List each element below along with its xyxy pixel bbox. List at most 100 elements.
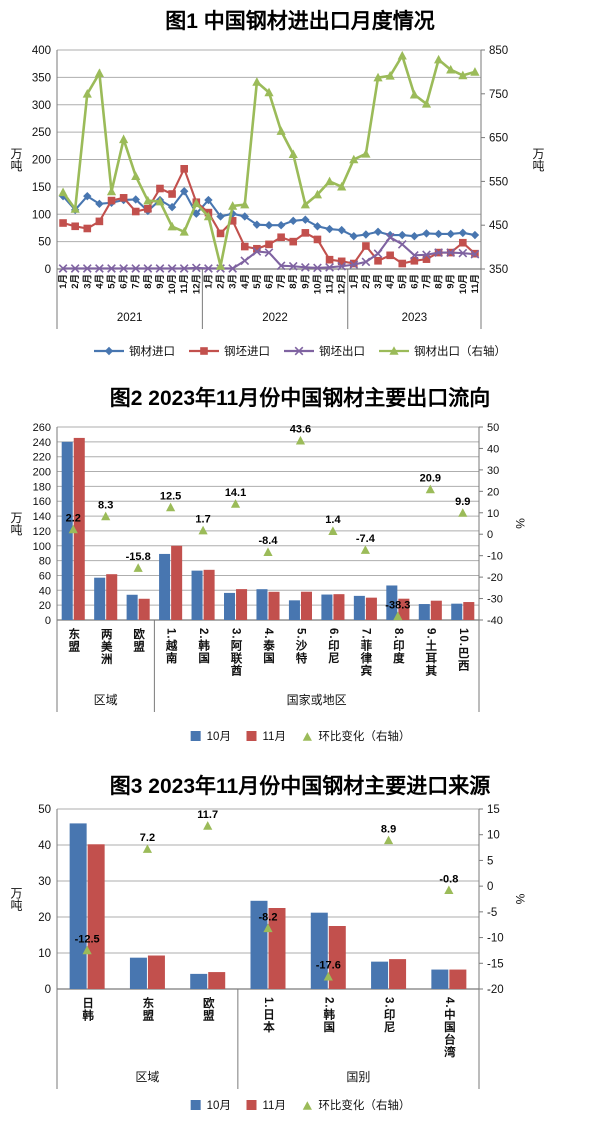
x-axis-tick-label: 7月 — [131, 274, 142, 289]
bar — [138, 599, 150, 621]
marker-triangle-icon — [361, 149, 371, 158]
y-axis-tick-right: 750 — [489, 89, 508, 101]
marker-diamond-icon — [373, 227, 383, 237]
marker-x-icon — [143, 264, 153, 273]
marker-square-icon — [83, 224, 92, 233]
data-label: 14.1 — [225, 487, 246, 499]
marker-square-icon — [398, 259, 407, 268]
data-label: -0.8 — [439, 874, 458, 886]
data-label: 1.7 — [195, 514, 210, 526]
legend-swatch — [246, 731, 257, 742]
marker-triangle-icon — [458, 508, 468, 518]
marker-diamond-icon — [422, 229, 431, 238]
bar — [321, 594, 333, 621]
left-axis-title: 万吨 — [9, 887, 23, 911]
data-label: -8.4 — [259, 536, 279, 548]
marker-triangle-icon — [230, 499, 241, 509]
figure-2-title: 图2 2023年11月份中国钢材主要出口流向 — [109, 387, 491, 411]
marker-x-icon — [294, 346, 304, 356]
y-axis-tick-right: 5 — [487, 856, 493, 868]
data-label: -12.5 — [75, 934, 100, 946]
marker-triangle-icon — [263, 547, 273, 557]
data-label: -8.2 — [259, 912, 278, 924]
legend-label: 钢材进口 — [129, 344, 175, 358]
y-axis-tick-left: 300 — [32, 100, 51, 112]
y-axis-tick-left: 140 — [33, 511, 51, 523]
legend-item: 环比变化（右轴） — [302, 729, 410, 743]
y-axis-tick-left: 180 — [33, 482, 51, 494]
y-axis-tick-right: -10 — [487, 933, 504, 945]
series-line — [62, 166, 476, 265]
data-label: 8.9 — [381, 824, 396, 836]
marker-x-icon — [434, 248, 443, 258]
marker-diamond-icon — [349, 232, 358, 241]
left-axis-title: 万吨 — [9, 512, 23, 536]
x-category-label: 8.印度 — [392, 628, 405, 665]
marker-square-icon — [362, 242, 370, 250]
marker-triangle-icon — [337, 181, 347, 191]
legend-item: 11月 — [246, 731, 286, 743]
marker-x-icon — [95, 264, 104, 273]
marker-square-icon — [386, 251, 394, 260]
y-axis-tick-right: -20 — [487, 984, 504, 996]
marker-triangle-icon — [324, 176, 335, 186]
marker-triangle-icon — [263, 923, 273, 933]
marker-square-icon — [240, 242, 249, 251]
marker-x-icon — [58, 264, 68, 273]
y-axis-tick-right: 550 — [489, 177, 508, 189]
marker-triangle-icon — [142, 844, 153, 854]
x-axis-tick-label: 8月 — [143, 274, 154, 289]
marker-x-icon — [410, 251, 419, 260]
marker-diamond-icon — [180, 187, 189, 196]
y-axis-tick-left: 100 — [33, 541, 51, 553]
x-axis-tick-label: 2月 — [70, 274, 81, 289]
marker-x-icon — [397, 240, 407, 249]
y-axis-tick-left: 0 — [45, 984, 51, 996]
marker-square-icon — [228, 217, 237, 225]
marker-square-icon — [410, 257, 419, 265]
figure-3-title: 图3 2023年11月份中国钢材主要进口来源 — [109, 775, 491, 799]
marker-triangle-icon — [143, 196, 153, 205]
legend-label: 10月 — [207, 1100, 231, 1112]
x-category-label: 1.日本 — [262, 997, 275, 1034]
marker-square-icon — [374, 257, 382, 265]
legend-label: 11月 — [263, 731, 286, 743]
x-category-label: 两美洲 — [100, 628, 113, 666]
y-axis-tick-right: 450 — [489, 220, 508, 232]
y-axis-tick-right: 40 — [487, 444, 499, 456]
marker-diamond-icon — [385, 230, 395, 240]
marker-x-icon — [300, 263, 310, 272]
legend-label: 钢坯出口 — [319, 344, 365, 358]
marker-square-icon — [107, 196, 116, 205]
marker-square-icon — [325, 256, 334, 264]
y-axis-tick-right: 850 — [489, 45, 508, 57]
marker-triangle-icon — [434, 54, 444, 64]
x-category-label: 2.韩国 — [322, 997, 335, 1034]
bar — [328, 926, 346, 990]
marker-x-icon — [288, 262, 298, 271]
marker-square-icon — [119, 194, 128, 202]
marker-diamond-icon — [337, 226, 346, 235]
marker-diamond-icon — [398, 230, 407, 240]
x-axis-tick-label: 8月 — [434, 274, 445, 289]
bar — [256, 589, 268, 621]
marker-x-icon — [349, 260, 359, 270]
marker-square-icon — [337, 257, 346, 266]
marker-triangle-icon — [421, 99, 432, 108]
data-label: -15.8 — [126, 551, 151, 563]
marker-triangle-icon — [397, 51, 407, 60]
x-axis-tick-label: 1月 — [203, 274, 214, 289]
marker-triangle-icon — [444, 885, 454, 895]
bar — [386, 585, 398, 621]
marker-square-icon — [156, 184, 164, 193]
marker-triangle-icon — [119, 134, 129, 144]
figure-1: 图1 中国钢材进出口月度情况 0 50 100 150 200 250 300 350 400 3… — [0, 0, 600, 371]
marker-x-icon — [385, 233, 395, 242]
bar — [159, 554, 171, 621]
marker-diamond-icon — [131, 195, 140, 204]
bar — [449, 969, 467, 990]
marker-triangle-icon — [179, 227, 189, 236]
right-axis-title: 万吨 — [531, 148, 545, 172]
marker-x-icon — [252, 247, 262, 256]
x-axis-tick-label: 5月 — [252, 274, 263, 289]
